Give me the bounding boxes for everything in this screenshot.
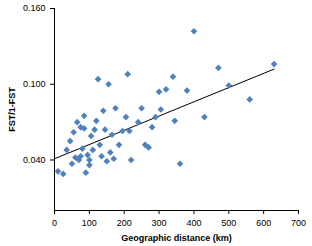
svg-text:200: 200 xyxy=(117,218,132,228)
svg-text:0.100: 0.100 xyxy=(23,79,46,89)
svg-text:400: 400 xyxy=(186,218,201,228)
svg-text:FST/1-FST: FST/1-FST xyxy=(7,87,17,132)
svg-text:100: 100 xyxy=(82,218,97,228)
svg-text:600: 600 xyxy=(256,218,271,228)
svg-text:0: 0 xyxy=(52,218,57,228)
svg-text:Geographic distance (km): Geographic distance (km) xyxy=(121,233,232,243)
svg-text:700: 700 xyxy=(291,218,306,228)
svg-text:0.040: 0.040 xyxy=(23,155,46,165)
svg-text:500: 500 xyxy=(221,218,236,228)
svg-text:0.160: 0.160 xyxy=(23,3,46,13)
svg-text:300: 300 xyxy=(152,218,167,228)
